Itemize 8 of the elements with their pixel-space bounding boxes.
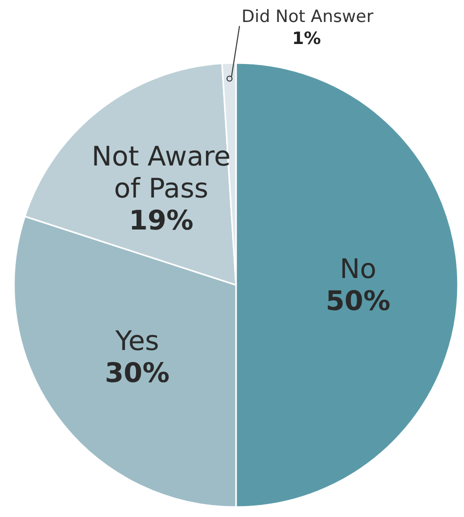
slice-label: Yes [114, 326, 160, 357]
data-label: 1% [292, 29, 321, 49]
slice-label: Did Not Answer [242, 7, 374, 27]
data-label: 50% [326, 286, 390, 317]
data-label: 19% [128, 206, 194, 237]
data-label: 30% [104, 358, 170, 389]
slice-label: No [340, 254, 376, 285]
slice-label: Not Aware of Pass [92, 142, 231, 205]
